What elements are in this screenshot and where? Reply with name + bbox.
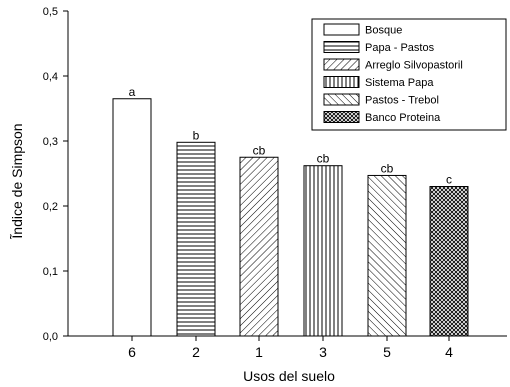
- bar-bosque: [112, 98, 152, 337]
- x-tick-label: 1: [255, 344, 263, 360]
- legend-label: Arreglo Silvopastoril: [365, 60, 463, 72]
- significance-letter: cb: [253, 143, 266, 157]
- x-tick-label: 6: [128, 344, 136, 360]
- legend-swatch: [323, 111, 360, 123]
- significance-letter: cb: [317, 152, 330, 166]
- legend-swatch: [323, 58, 360, 71]
- legend-swatch: [323, 93, 360, 106]
- legend-swatch: [323, 23, 360, 36]
- legend-swatch: [323, 76, 360, 88]
- x-tick-label: 3: [319, 344, 327, 360]
- significance-letter: c: [446, 173, 452, 187]
- legend: Bosque Papa - Pastos Arreglo Silvopastoril…: [311, 18, 507, 131]
- significance-letter: a: [129, 85, 136, 99]
- legend-swatch: [323, 41, 360, 53]
- y-tick-label: 0,4: [43, 71, 58, 83]
- y-axis-title: Ĩndice de Simpson: [9, 123, 25, 239]
- x-tick-label: 2: [192, 344, 200, 360]
- x-tick-label: 5: [383, 344, 391, 360]
- x-tick-label: 4: [445, 344, 453, 360]
- significance-letter: cb: [381, 161, 394, 175]
- bar-arreglo-silvopastoril: [239, 156, 279, 337]
- legend-label: Banco Proteina: [365, 112, 441, 124]
- x-axis-title: Usos del suelo: [243, 368, 335, 384]
- legend-label: Bosque: [365, 25, 402, 37]
- significance-letter: b: [193, 128, 200, 142]
- y-tick-label: 0,0: [43, 331, 58, 343]
- y-tick-label: 0,3: [43, 136, 58, 148]
- significance-letters: a b cb cb cb c: [129, 85, 452, 187]
- bar-pastos-trebol: [367, 174, 407, 337]
- legend-label: Papa - Pastos: [365, 42, 435, 54]
- x-tick-labels: 6 2 1 3 5 4: [128, 336, 453, 360]
- bar-sistema-papa: [303, 165, 343, 337]
- legend-label: Pastos - Trebol: [365, 95, 439, 107]
- y-tick-label: 0,5: [43, 6, 58, 18]
- y-tick-label: 0,1: [43, 266, 58, 278]
- bars: [112, 98, 469, 337]
- y-tick-labels: 0,0 0,1 0,2 0,3 0,4 0,5: [43, 6, 68, 343]
- bar-banco-proteina: [429, 186, 469, 337]
- bar-papa-pastos: [176, 141, 216, 337]
- y-tick-label: 0,2: [43, 201, 58, 213]
- legend-label: Sistema Papa: [365, 77, 434, 89]
